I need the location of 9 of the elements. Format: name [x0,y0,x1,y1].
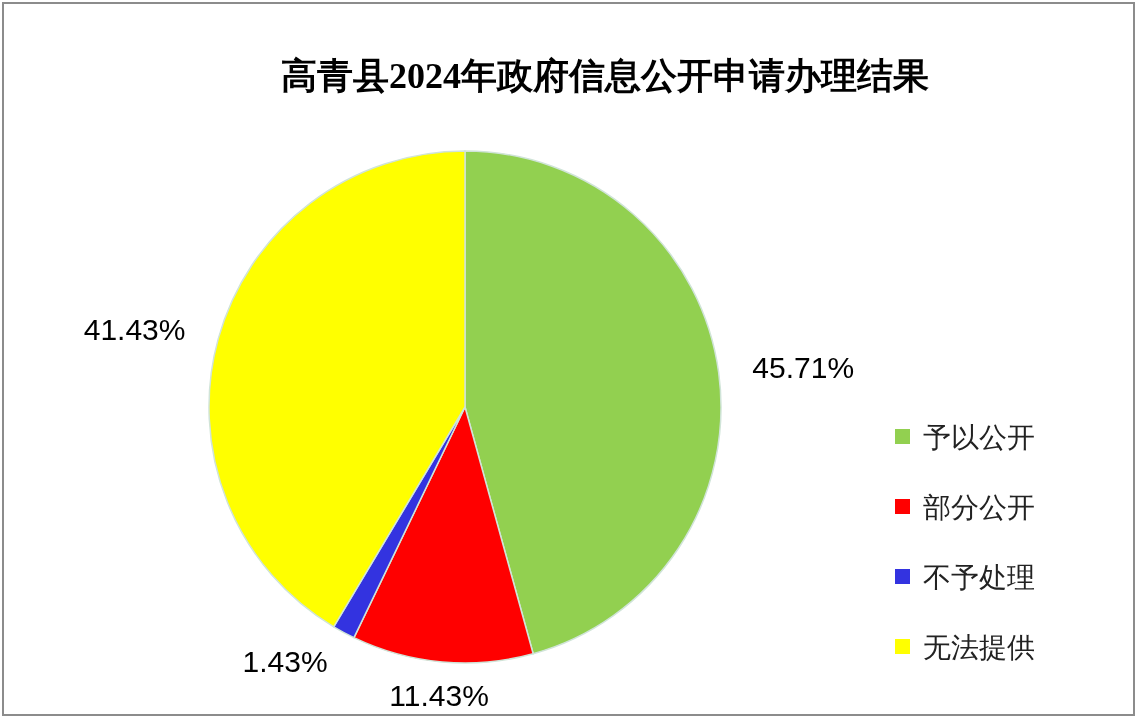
chart-title: 高青县2024年政府信息公开申请办理结果 [281,56,929,96]
legend-label: 予以公开 [923,421,1035,454]
legend-label: 部分公开 [923,491,1035,524]
data-label: 11.43% [389,678,489,712]
legend-label: 无法提供 [923,631,1035,664]
legend-label: 不予处理 [923,561,1035,594]
data-label: 41.43% [83,312,186,346]
data-label: 45.71% [752,351,855,385]
data-label: 1.43% [242,645,328,679]
